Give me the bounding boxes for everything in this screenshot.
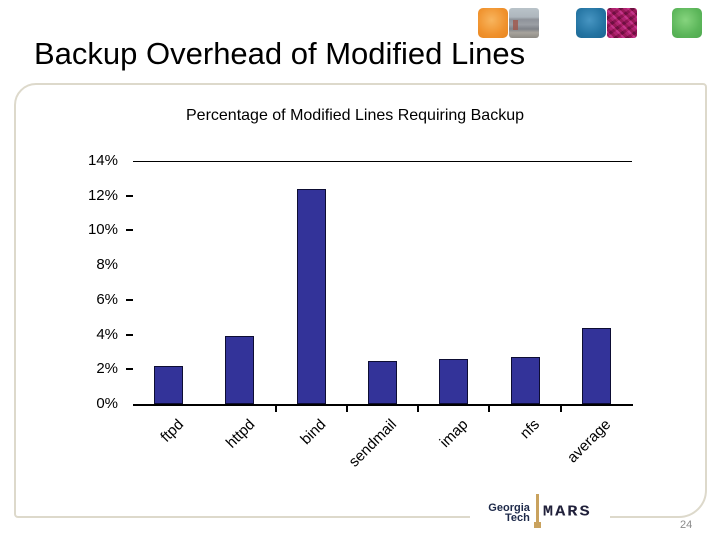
y-axis-label: 10%: [87, 221, 118, 239]
y-axis-label: 2%: [96, 360, 118, 378]
y-tick: [126, 333, 133, 336]
tech-tower-icon: [533, 493, 541, 528]
blue-square-logo-icon: [576, 8, 606, 38]
footer-logo: Georgia Tech MARS: [470, 492, 610, 533]
y-tick: [126, 229, 133, 232]
y-axis-label: 12%: [87, 186, 118, 204]
y-axis-label: 14%: [87, 152, 118, 169]
bar-ftpd: [154, 365, 184, 404]
x-tick: [274, 404, 277, 412]
georgia-tech-line2: Tech: [505, 511, 530, 524]
bar-httpd: [225, 336, 255, 404]
x-tick: [488, 404, 491, 412]
y-tick: [126, 298, 133, 301]
y-tick: [126, 194, 133, 197]
chart-title: Percentage of Modified Lines Requiring B…: [186, 107, 524, 124]
georgia-tech-line1: Georgia: [488, 501, 530, 514]
bar-sendmail: [368, 360, 397, 404]
orange-square-logo-icon: [478, 8, 508, 38]
green-square-logo-icon: [672, 8, 702, 38]
y-axis-label: 4%: [96, 325, 118, 343]
bar-average: [581, 327, 611, 404]
x-axis-line: [133, 404, 633, 406]
mars-lab-logo: MARS: [542, 504, 592, 521]
bar-nfs: [510, 357, 540, 404]
page-number: 24: [680, 519, 693, 531]
campus-photo-icon: [509, 8, 539, 38]
x-tick: [417, 404, 420, 412]
slide-title: Backup Overhead of Modified Lines: [34, 36, 526, 71]
x-tick: [559, 404, 562, 412]
georgia-tech-logo: Georgia Tech: [488, 501, 530, 524]
y-axis-label: 0%: [96, 395, 118, 412]
top-gridline: [133, 161, 632, 162]
y-tick: [126, 368, 133, 371]
x-tick: [345, 404, 348, 412]
purple-texture-icon: [607, 8, 637, 38]
y-axis-label: 8%: [96, 256, 118, 274]
y-axis-label: 6%: [96, 290, 118, 308]
bar-imap: [439, 358, 469, 404]
bar-bind: [296, 188, 326, 404]
